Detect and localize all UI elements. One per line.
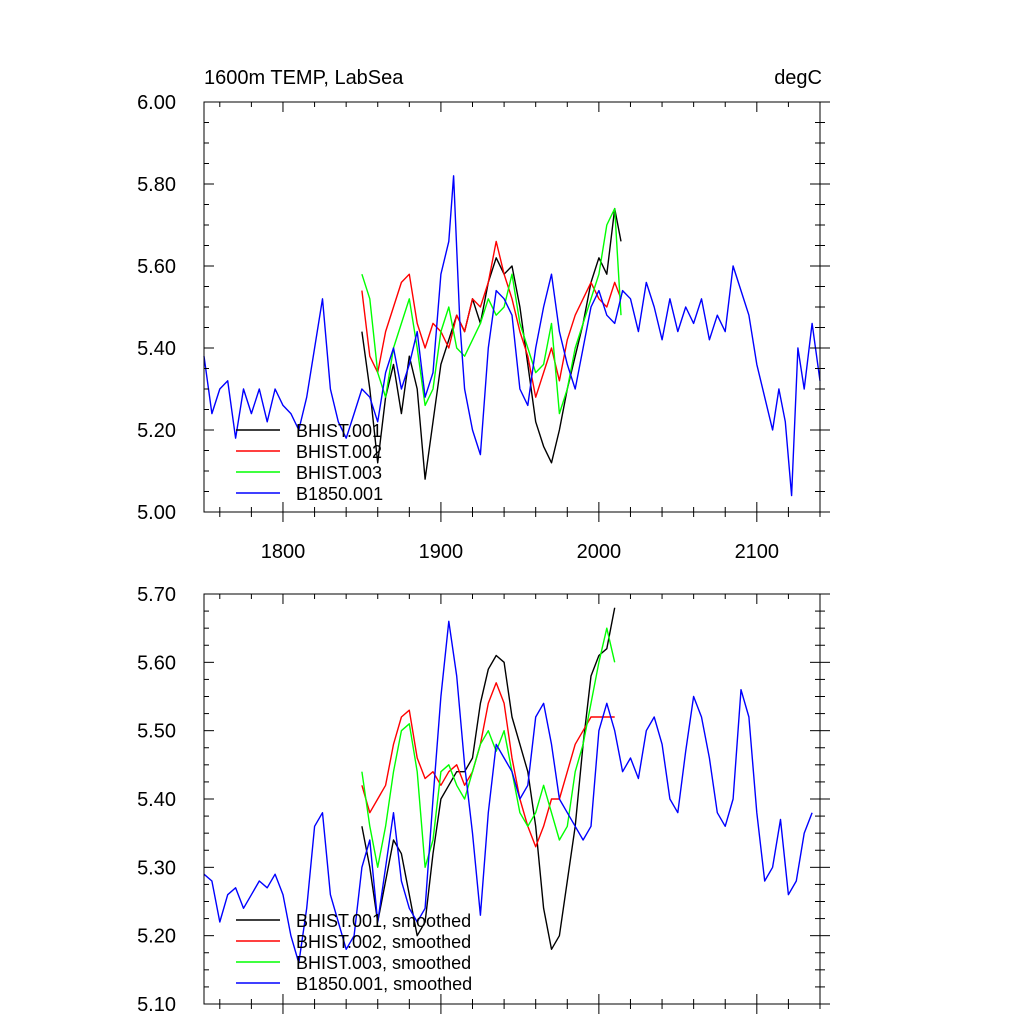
legend-label: B1850.001: [296, 484, 383, 504]
top-panel-title: 1600m TEMP, LabSea: [204, 67, 404, 89]
top-panel-units: degC: [774, 67, 822, 89]
y-tick-label: 5.50: [137, 721, 176, 743]
x-tick-label: 2100: [735, 541, 780, 563]
bottom-panel-series: [203, 607, 813, 964]
y-tick-label: 5.30: [137, 857, 176, 879]
legend-label: BHIST.001: [296, 421, 382, 441]
y-tick-label: 6.00: [137, 92, 176, 114]
x-tick-label: 2000: [577, 541, 622, 563]
series-line-3: [203, 620, 813, 964]
y-tick-label: 5.60: [137, 256, 176, 278]
top-panel-frame: [203, 101, 821, 513]
series-line-2: [361, 207, 622, 415]
top-panel-ticks: 1800 1900 2000 2100 5.00 5.20 5.40 5.60 5.80 6.00: [137, 92, 830, 563]
series-line-0: [361, 207, 622, 480]
legend-label: BHIST.002: [296, 442, 382, 462]
y-tick-label: 5.40: [137, 789, 176, 811]
legend-label: BHIST.003, smoothed: [296, 953, 471, 973]
top-panel-series: [203, 175, 821, 497]
y-tick-label: 5.60: [137, 652, 176, 674]
legend-label: BHIST.002, smoothed: [296, 932, 471, 952]
y-tick-label: 5.70: [137, 584, 176, 606]
bottom-panel: 5.10 5.20 5.30 5.40 5.50 5.60 5.70 BHIST.001, …: [137, 584, 830, 1016]
y-tick-label: 5.20: [137, 420, 176, 442]
x-tick-label: 1800: [261, 541, 306, 563]
top-panel: 1600m TEMP, LabSea degC 1800 1900 2000 2100…: [137, 67, 830, 563]
bottom-panel-ticks: 5.10 5.20 5.30 5.40 5.50 5.60 5.70: [137, 584, 830, 1016]
y-tick-label: 5.80: [137, 174, 176, 196]
legend-label: BHIST.001, smoothed: [296, 911, 471, 931]
y-tick-label: 5.00: [137, 502, 176, 524]
x-tick-label: 1900: [419, 541, 464, 563]
legend-label: B1850.001, smoothed: [296, 974, 472, 994]
series-line-1: [361, 240, 622, 398]
series-line-1: [361, 682, 615, 848]
series-line-0: [361, 607, 616, 950]
y-tick-label: 5.20: [137, 926, 176, 948]
legend-label: BHIST.003: [296, 463, 382, 483]
series-line-3: [203, 175, 821, 497]
y-tick-label: 5.10: [137, 994, 176, 1016]
series-line-2: [361, 627, 616, 868]
y-tick-label: 5.40: [137, 338, 176, 360]
bottom-panel-frame: [203, 593, 821, 1005]
